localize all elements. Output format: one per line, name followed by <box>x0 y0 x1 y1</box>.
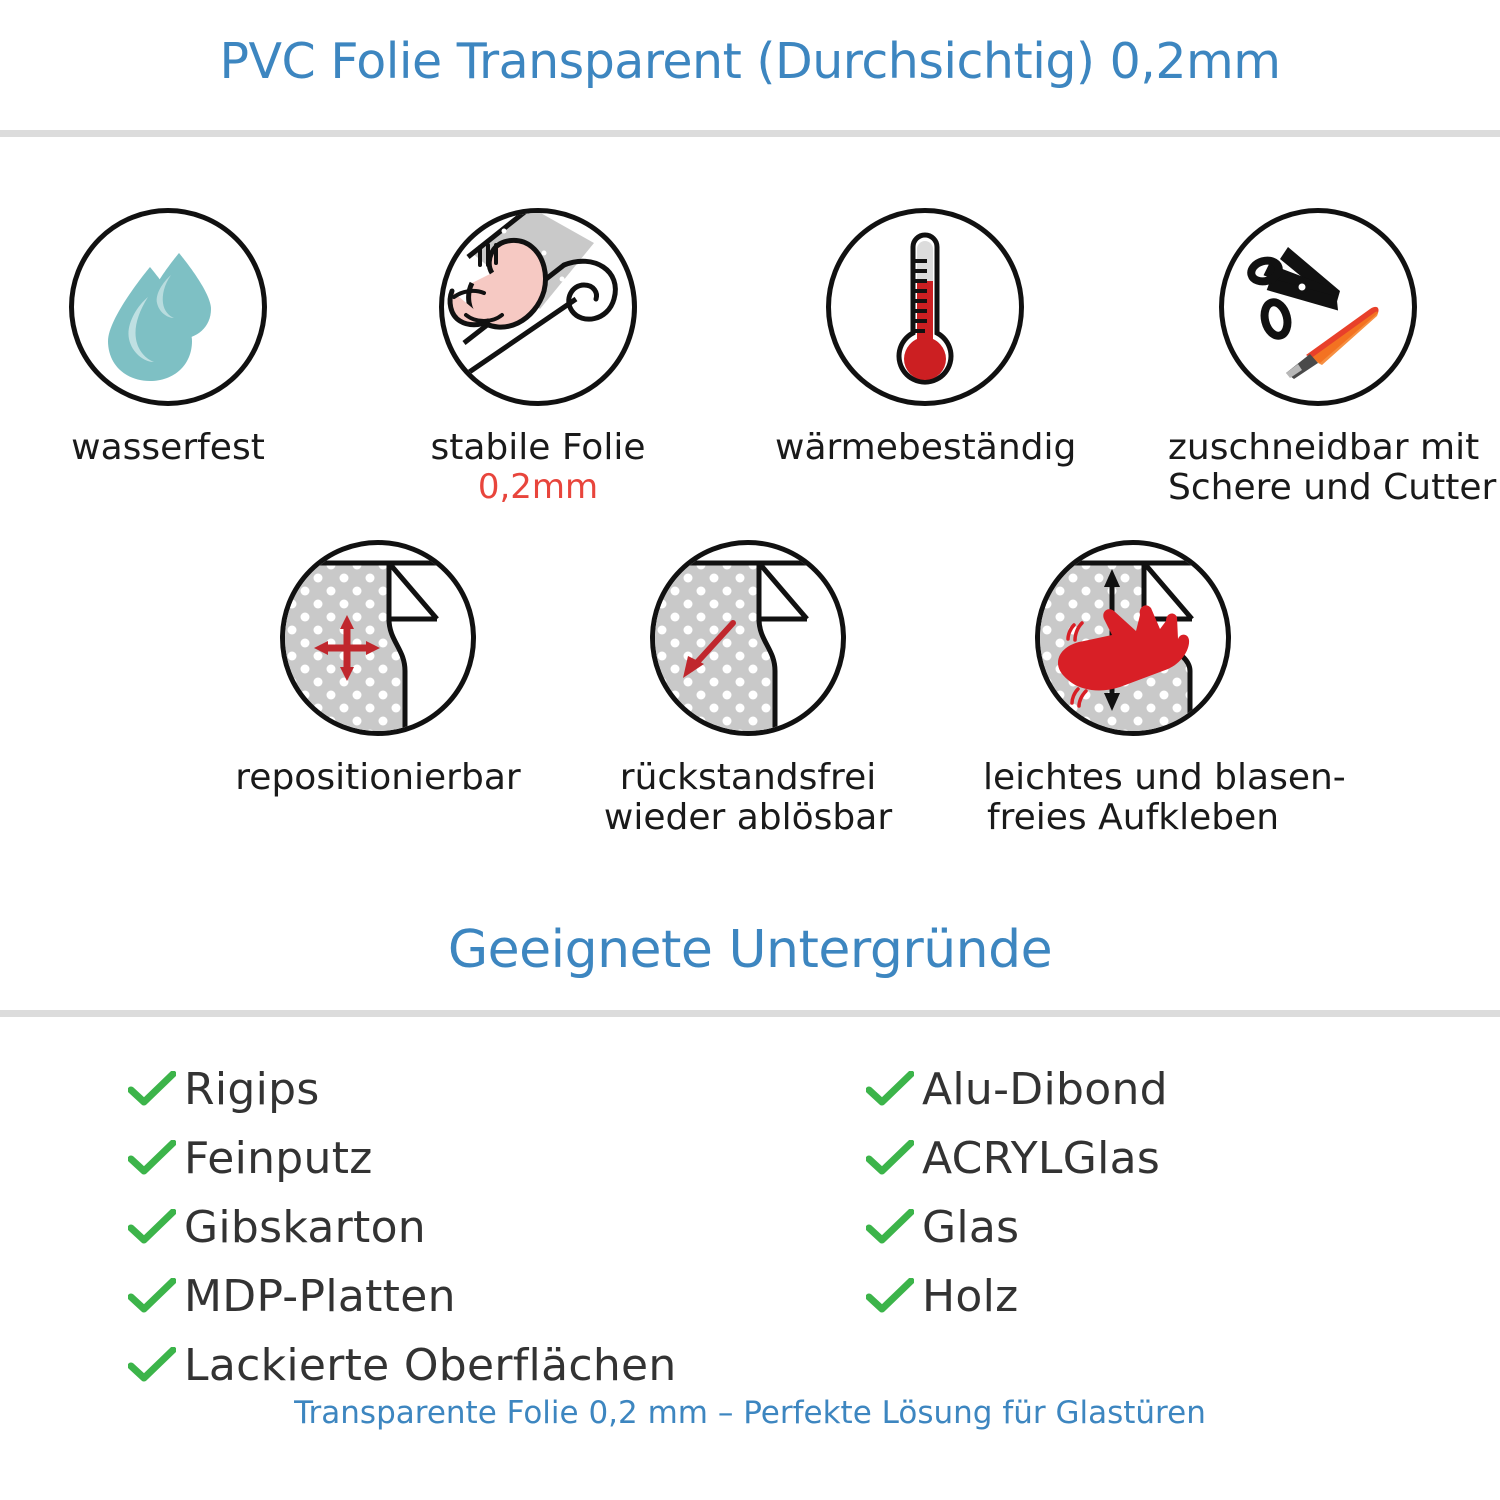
list-item-label: Glas <box>922 1202 1020 1253</box>
check-icon <box>866 1139 922 1178</box>
substrate-list-left: Rigips Feinputz Gibskarton MDP-Platten L… <box>128 1055 677 1400</box>
substrate-list-right: Alu-Dibond ACRYLGlas Glas Holz <box>866 1055 1168 1331</box>
list-item-label: ACRYLGlas <box>922 1133 1161 1184</box>
list-item: Glas <box>866 1193 1168 1262</box>
feature-label: zuschneidbar mit Schere und Cutter <box>1168 427 1497 509</box>
footer-tagline: Transparente Folie 0,2 mm – Perfekte Lös… <box>294 1395 1206 1431</box>
strong-arm-film-roll-icon <box>439 208 637 406</box>
check-icon <box>866 1208 922 1247</box>
list-item: Alu-Dibond <box>866 1055 1168 1124</box>
check-icon <box>128 1346 184 1385</box>
list-item: Gibskarton <box>128 1193 677 1262</box>
feature-stabile-folie: stabile Folie 0,2mm <box>388 208 688 506</box>
peeling-sheet-move-arrows-icon <box>280 540 476 736</box>
list-item: ACRYLGlas <box>866 1124 1168 1193</box>
feature-sublabel: 0,2mm <box>477 467 599 508</box>
section-title: Geeignete Untergründe <box>447 920 1053 980</box>
list-item-label: Holz <box>922 1271 1019 1322</box>
feature-label: repositionierbar <box>235 757 521 798</box>
feature-waermebestaendig: wärmebeständig <box>775 208 1077 468</box>
page-title: PVC Folie Transparent (Durchsichtig) 0,2… <box>219 33 1281 90</box>
check-icon <box>128 1070 184 1109</box>
feature-repositionierbar: repositionierbar <box>228 540 528 798</box>
check-icon <box>866 1277 922 1316</box>
list-item-label: MDP-Platten <box>184 1271 456 1322</box>
list-item: MDP-Platten <box>128 1262 677 1331</box>
peeling-sheet-hand-icon <box>1035 540 1231 736</box>
feature-zuschneidbar: zuschneidbar mit Schere und Cutter <box>1168 208 1497 509</box>
feature-label: rückstandsfrei wieder ablösbar <box>603 757 893 839</box>
feature-label: stabile Folie <box>430 427 646 468</box>
feature-rueckstandsfrei: rückstandsfrei wieder ablösbar <box>598 540 898 839</box>
list-item-label: Lackierte Oberflächen <box>184 1340 677 1391</box>
feature-label: wasserfest <box>71 427 265 468</box>
list-item: Lackierte Oberflächen <box>128 1331 677 1400</box>
feature-wasserfest: wasserfest <box>18 208 318 468</box>
divider-top <box>0 130 1500 137</box>
water-drops-icon <box>69 208 267 406</box>
list-item-label: Gibskarton <box>184 1202 426 1253</box>
list-item-label: Feinputz <box>184 1133 373 1184</box>
feature-blasenfreies-aufkleben: leichtes und blasen-freies Aufkleben <box>983 540 1346 839</box>
list-item-label: Rigips <box>184 1064 320 1115</box>
list-item: Rigips <box>128 1055 677 1124</box>
peeling-sheet-diagonal-arrow-icon <box>650 540 846 736</box>
list-item: Holz <box>866 1262 1168 1331</box>
thermometer-icon <box>826 208 1024 406</box>
divider-middle <box>0 1010 1500 1017</box>
check-icon <box>128 1277 184 1316</box>
feature-label: wärmebeständig <box>775 427 1077 468</box>
feature-label: leichtes und blasen-freies Aufkleben <box>983 757 1346 839</box>
list-item-label: Alu-Dibond <box>922 1064 1168 1115</box>
check-icon <box>128 1208 184 1247</box>
check-icon <box>866 1070 922 1109</box>
scissors-cutter-icon <box>1219 208 1417 406</box>
list-item: Feinputz <box>128 1124 677 1193</box>
check-icon <box>128 1139 184 1178</box>
